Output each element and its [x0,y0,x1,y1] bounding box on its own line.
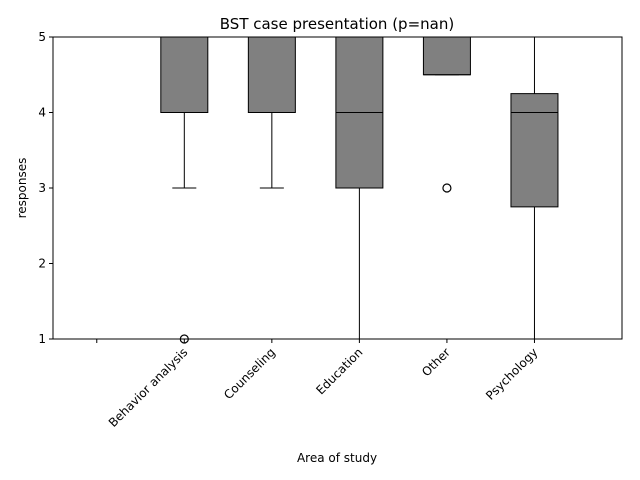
box [510,93,559,208]
box [422,37,471,76]
y-tick-label: 4 [38,106,46,120]
y-axis: 1 2 3 4 5 [38,30,53,346]
x-tick-label: Education [313,345,365,397]
x-tick-label: Other [419,345,453,379]
y-tick-label: 5 [38,30,46,44]
y-tick-label: 2 [38,257,46,271]
x-tick-label: Behavior analysis [106,345,191,430]
boxes-group [160,37,559,339]
y-tick-label: 1 [38,332,46,346]
y-tick-label: 3 [38,181,46,195]
chart-title: BST case presentation (p=nan) [220,15,454,33]
y-axis-label: responses [15,158,29,219]
x-tick-label: Psychology [483,345,541,403]
x-axis: Behavior analysis Counseling Education Othe… [96,339,541,430]
outlier-point [442,183,452,193]
box [247,37,296,113]
box [160,37,209,113]
x-axis-label: Area of study [297,451,377,465]
plot-area [160,37,559,344]
x-tick-label: Counseling [221,345,278,402]
